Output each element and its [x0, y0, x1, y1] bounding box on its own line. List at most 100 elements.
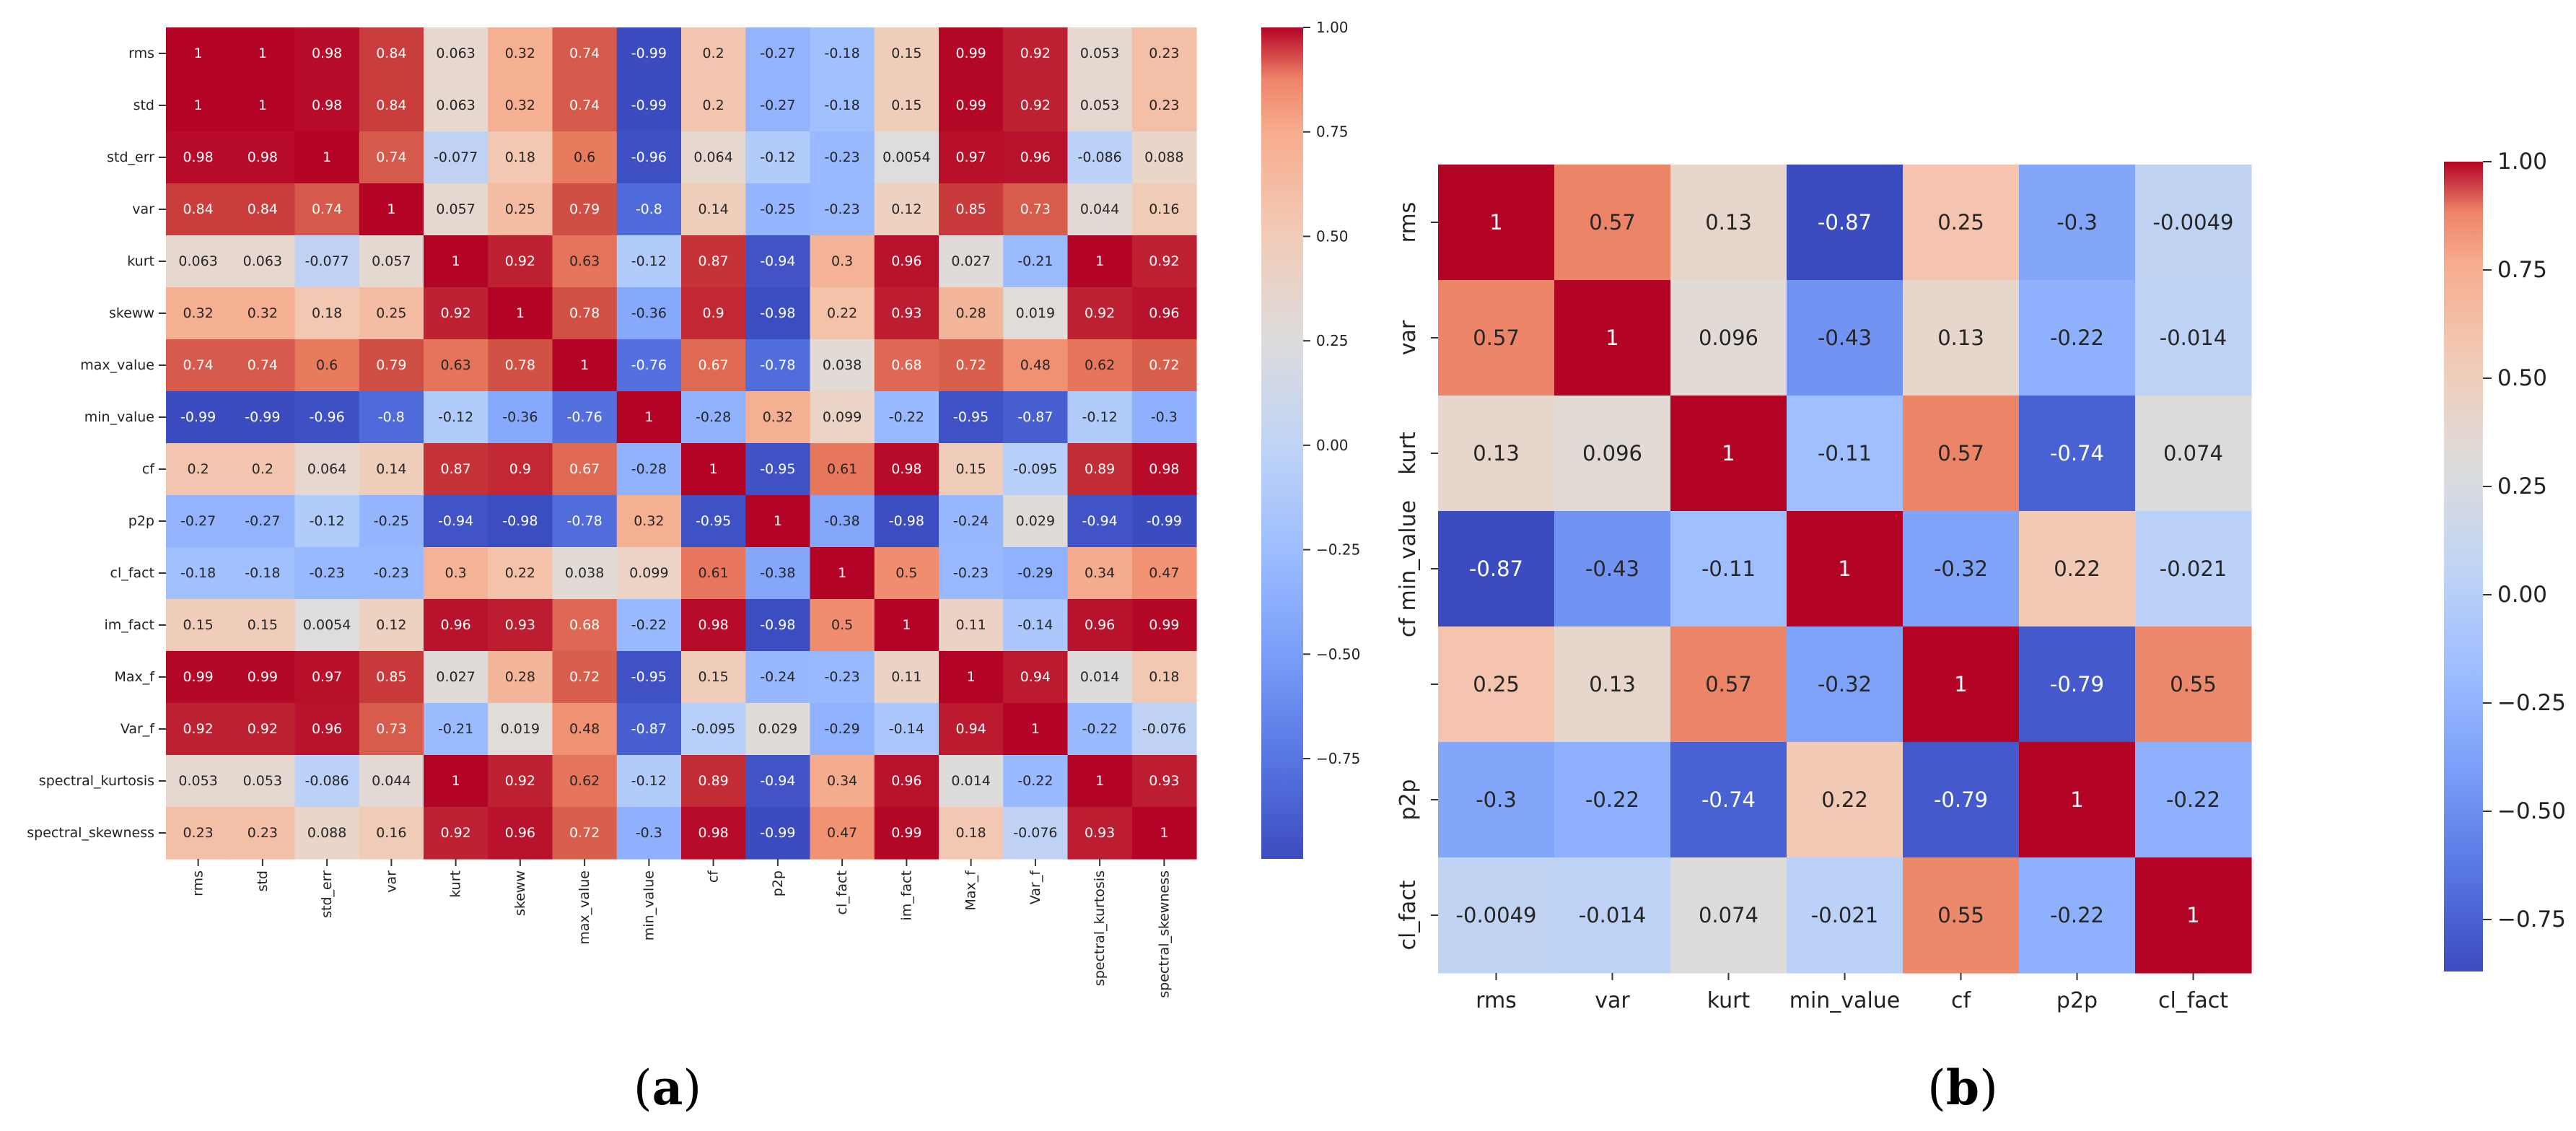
heatmap-cell [166, 27, 231, 80]
cell-value-label: 0.064 [693, 149, 732, 165]
heatmap-cell [552, 391, 618, 444]
cell-value-label: -0.98 [889, 513, 924, 529]
heatmap-cell [616, 79, 682, 132]
cell-value-label: 0.13 [1705, 210, 1752, 235]
heatmap-cell [552, 235, 618, 288]
heatmap-cell [1067, 547, 1133, 600]
cell-value-label: 0.84 [376, 45, 406, 61]
heatmap-cell [681, 547, 746, 600]
cell-value-label: 0.15 [891, 97, 921, 113]
cell-value-label: -0.12 [310, 513, 345, 529]
heatmap-cell [1670, 857, 1787, 974]
cell-value-label: 0.23 [247, 825, 278, 841]
col-tick-label: kurt [1707, 988, 1751, 1013]
cell-value-label: -0.76 [631, 357, 667, 373]
heatmap-cell [2019, 857, 2136, 974]
heatmap-cell [745, 131, 811, 184]
heatmap-cell [874, 183, 939, 236]
col-tick-label: kurt [448, 870, 464, 898]
row-tick-label: rms [1396, 202, 1421, 243]
heatmap-cell [616, 807, 682, 860]
cell-value-label: -0.32 [1934, 556, 1988, 581]
cell-value-label: -0.014 [2160, 326, 2227, 350]
cell-value-label: -0.22 [889, 409, 924, 425]
cell-value-label: 0.22 [1821, 787, 1868, 812]
heatmap-cell [810, 703, 875, 756]
cell-value-label: 0.22 [2054, 556, 2100, 581]
cell-value-label: 0.89 [698, 773, 728, 789]
col-tick-label: cf [1951, 988, 1971, 1013]
cell-value-label: 0.13 [1589, 672, 1636, 696]
heatmap-cell [810, 27, 875, 80]
cell-value-label: 0.014 [951, 773, 990, 789]
cell-value-label: -0.076 [1142, 721, 1186, 737]
heatmap-cell [166, 807, 231, 860]
cell-value-label: 0.89 [1085, 461, 1115, 477]
col-tick-label: skeww [512, 870, 528, 916]
heatmap-cell [294, 755, 360, 808]
cell-value-label: 0.98 [312, 97, 342, 113]
cell-value-label: -0.25 [760, 201, 795, 217]
cell-value-label: 0.96 [891, 773, 921, 789]
cell-value-label: 0.3 [445, 565, 467, 581]
heatmap-cell [1554, 626, 1671, 743]
heatmap-cell [230, 651, 296, 704]
heatmap-cell [745, 339, 811, 392]
cell-value-label: 0.97 [955, 149, 986, 165]
heatmap-cell [1438, 857, 1555, 974]
colorbar-tick-label: −0.75 [1316, 750, 1360, 767]
heatmap-cell [874, 443, 939, 496]
col-tick-label: rms [1476, 988, 1517, 1013]
cell-value-label: 0.63 [440, 357, 470, 373]
heatmap-cell [166, 703, 231, 756]
cell-value-label: -0.021 [1811, 903, 1879, 927]
heatmap-cell [359, 755, 424, 808]
heatmap-cell [745, 807, 811, 860]
heatmap-cell [1787, 511, 1903, 627]
heatmap-cell [745, 79, 811, 132]
cell-value-label: 0.019 [1016, 305, 1055, 321]
cell-value-label: -0.12 [760, 149, 795, 165]
row-tick-label: rms [128, 45, 154, 61]
heatmap-cell [1670, 280, 1787, 396]
heatmap-cell [166, 235, 231, 288]
cell-value-label: 0.019 [501, 721, 540, 737]
colorbar-tick-label: 1.00 [1316, 19, 1349, 36]
heatmap-cell [681, 27, 746, 80]
cell-value-label: 0.68 [569, 617, 600, 633]
heatmap-cell [1903, 626, 2020, 743]
heatmap-cell [1131, 131, 1197, 184]
col-tick-label: cl_fact [834, 870, 850, 914]
cell-value-label: -0.3 [1476, 787, 1517, 812]
cell-value-label: 0.57 [1473, 326, 1520, 350]
cell-value-label: -0.99 [631, 45, 667, 61]
heatmap-cell [939, 27, 1004, 80]
cell-value-label: 1 [387, 201, 395, 217]
cell-value-label: -0.014 [1579, 903, 1647, 927]
cell-value-label: -0.36 [631, 305, 667, 321]
heatmap-cell [616, 495, 682, 548]
cell-value-label: 0.088 [1144, 149, 1183, 165]
cell-value-label: 0.2 [252, 461, 273, 477]
heatmap-cell [230, 495, 296, 548]
heatmap-cell [1131, 27, 1197, 80]
heatmap-b-colorbar: 1.00 0.75 0.50 0.25 0.00 −0.25 −0.50 −0.75 [2444, 149, 2566, 971]
heatmap-cell [616, 651, 682, 704]
cell-value-label: -0.3 [2056, 210, 2098, 235]
heatmap-cell [1554, 165, 1671, 281]
cell-value-label: -0.94 [438, 513, 473, 529]
cell-value-label: 0.79 [376, 357, 406, 373]
heatmap-cell [1067, 235, 1133, 288]
heatmap-cell [424, 131, 489, 184]
cell-value-label: 0.027 [951, 253, 990, 269]
cell-value-label: 0.55 [1937, 903, 1984, 927]
heatmap-cell [359, 651, 424, 704]
cell-value-label: 0.096 [1582, 441, 1642, 466]
cell-value-label: 1 [1031, 721, 1040, 737]
heatmap-cell [1787, 396, 1903, 512]
row-tick-label: std_err [107, 149, 154, 165]
cell-value-label: 1 [1095, 773, 1104, 789]
heatmap-cell [681, 79, 746, 132]
heatmap-cell [810, 287, 875, 340]
heatmap-cell [488, 235, 553, 288]
